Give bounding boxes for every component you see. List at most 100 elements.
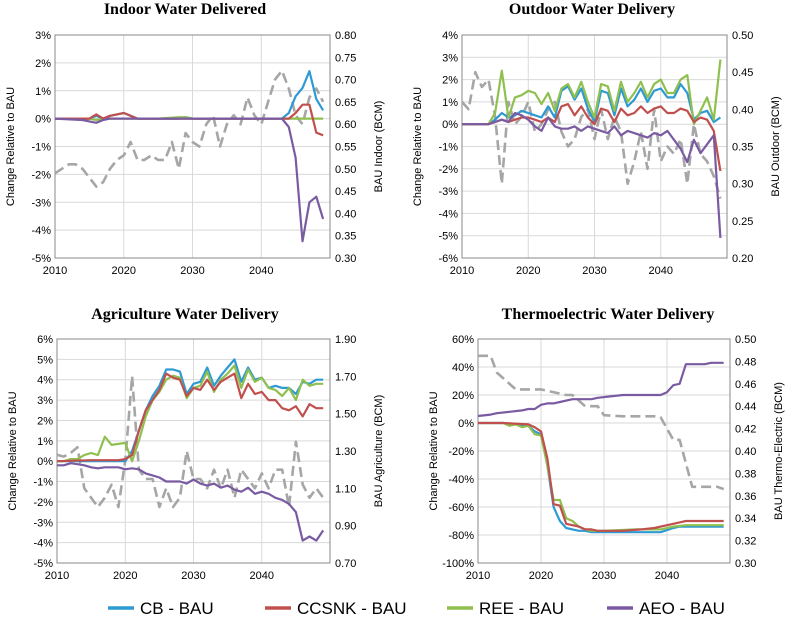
y2-tick-label: 0.90: [335, 521, 356, 533]
y-tick-label: 1%: [442, 97, 458, 109]
y2-tick-label: 0.34: [735, 513, 756, 525]
agriculture-plot-frame: [56, 338, 331, 564]
y-tick-label: -3%: [33, 517, 53, 529]
y2-tick-label: 0.60: [335, 119, 356, 131]
y2-tick-label: 0.30: [735, 558, 756, 570]
y2-tick-label: 0.50: [735, 334, 756, 346]
y-tick-label: -40%: [448, 474, 474, 486]
outdoor-chart: Outdoor Water Delivery -6% -5% -4% -3% -2% -1%…: [412, 1, 782, 277]
legend-item-aeo: AEO - BAU: [607, 599, 725, 618]
y-tick-label: 2%: [37, 415, 53, 427]
y-tick-label: 1%: [37, 436, 53, 448]
y-tick-label: 4%: [37, 375, 53, 387]
y-tick-label: 20%: [452, 390, 474, 402]
outdoor-y-axis-label: Change Relative to BAU: [412, 87, 424, 206]
x-tick-label: 2040: [249, 265, 273, 277]
y2-tick-label: 0.35: [732, 142, 753, 154]
agriculture-title: Agriculture Water Delivery: [91, 306, 279, 323]
thermoelectric-y-axis-label: Change Relative to BAU: [428, 391, 440, 510]
x-tick-label: 2010: [466, 570, 490, 582]
y2-tick-label: 0.80: [335, 30, 356, 42]
agriculture-series-cb: [57, 358, 324, 463]
indoor-series-aeo: [54, 117, 325, 243]
agriculture-series-ccsnk: [56, 372, 324, 463]
agriculture-chart: Agriculture Water Delivery -5% -4% -3% -2% -1…: [7, 306, 385, 582]
y-tick-label: 4%: [442, 30, 458, 42]
outdoor-title: Outdoor Water Delivery: [509, 1, 675, 18]
indoor-series-cb: [55, 70, 325, 120]
y2-tick-label: 0.30: [732, 179, 753, 191]
y2-tick-label: 0.70: [335, 75, 356, 87]
thermoelectric-plot-frame: [477, 338, 731, 564]
y-tick-label: -6%: [438, 253, 458, 265]
indoor-chart: Indoor Water Delivered -5% -4% -3% -2% -1% 0% 1…: [5, 1, 385, 277]
legend-item-cb: CB - BAU: [108, 599, 214, 618]
x-tick-label: 2010: [45, 570, 69, 582]
y2-tick-label: 0.75: [335, 52, 356, 64]
legend-item-ree: REE - BAU: [447, 599, 564, 618]
y-tick-label: -60%: [448, 502, 474, 514]
y-tick-label: -20%: [448, 446, 474, 458]
y-tick-label: -4%: [33, 538, 53, 550]
y-tick-label: 40%: [452, 362, 474, 374]
x-tick-label: 2030: [592, 570, 616, 582]
y-tick-label: 3%: [37, 395, 53, 407]
x-tick-label: 2040: [649, 265, 673, 277]
y-tick-label: 0%: [37, 456, 53, 468]
y-tick-label: 2%: [442, 75, 458, 87]
y-tick-label: -5%: [33, 558, 53, 570]
y2-tick-label: 0.46: [735, 379, 756, 391]
legend-label-aeo: AEO - BAU: [639, 599, 725, 618]
indoor-series-bau: [54, 69, 325, 188]
y-tick-label: -1%: [31, 142, 51, 154]
legend-item-ccsnk: CCSNK - BAU: [265, 599, 407, 618]
y-tick-label: -100%: [442, 558, 474, 570]
y-tick-label: 1%: [35, 86, 51, 98]
x-tick-label: 2010: [43, 265, 67, 277]
y-tick-label: -5%: [31, 253, 51, 265]
y2-tick-label: 0.50: [335, 164, 356, 176]
thermoelectric-series-bau: [478, 354, 725, 491]
outdoor-plot-frame: [461, 34, 728, 259]
thermoelectric-title: Thermoelectric Water Delivery: [502, 306, 715, 323]
y2-tick-label: 0.42: [735, 424, 756, 436]
y2-tick-label: 0.20: [732, 253, 753, 265]
x-tick-label: 2030: [582, 265, 606, 277]
agriculture-series-aeo: [57, 462, 325, 542]
x-tick-label: 2020: [112, 265, 136, 277]
thermoelectric-series-cb: [478, 421, 724, 534]
outdoor-series-ccsnk: [462, 102, 722, 172]
y2-tick-label: 0.40: [732, 104, 753, 116]
x-tick-label: 2020: [516, 265, 540, 277]
y2-tick-label: 0.35: [335, 231, 356, 243]
y2-tick-label: 0.45: [732, 67, 753, 79]
y-tick-label: -80%: [448, 530, 474, 542]
y-tick-label: -4%: [438, 208, 458, 220]
y-tick-label: 0%: [442, 119, 458, 131]
indoor-y-axis-label: Change Relative to BAU: [5, 87, 17, 206]
thermoelectric-chart: Thermoelectric Water Delivery -100% -80% -6…: [428, 306, 785, 582]
x-tick-label: 2030: [180, 265, 204, 277]
thermoelectric-series-ree: [478, 421, 724, 532]
y2-tick-label: 0.44: [735, 401, 756, 413]
y-tick-label: -4%: [31, 225, 51, 237]
y-tick-label: -1%: [33, 477, 53, 489]
y-tick-label: 0%: [458, 418, 474, 430]
y-tick-label: 2%: [35, 58, 51, 70]
y-tick-label: -1%: [438, 142, 458, 154]
x-tick-label: 2020: [113, 570, 137, 582]
indoor-plot-frame: [54, 34, 331, 259]
y2-tick-label: 0.40: [335, 208, 356, 220]
outdoor-y2-axis-label: BAU Outdoor (BCM): [770, 96, 782, 196]
agriculture-y-axis-label: Change Relative to BAU: [7, 391, 19, 510]
y2-tick-label: 1.10: [335, 483, 356, 495]
y-tick-label: -3%: [31, 197, 51, 209]
y2-tick-label: 0.30: [335, 253, 356, 265]
y2-tick-label: 0.40: [735, 446, 756, 458]
outdoor-series-bau: [461, 70, 722, 199]
y-tick-label: -2%: [438, 164, 458, 176]
legend-label-ree: REE - BAU: [479, 599, 564, 618]
agriculture-series-bau: [56, 374, 325, 509]
y-tick-label: -5%: [438, 231, 458, 243]
y2-tick-label: 0.48: [735, 356, 756, 368]
